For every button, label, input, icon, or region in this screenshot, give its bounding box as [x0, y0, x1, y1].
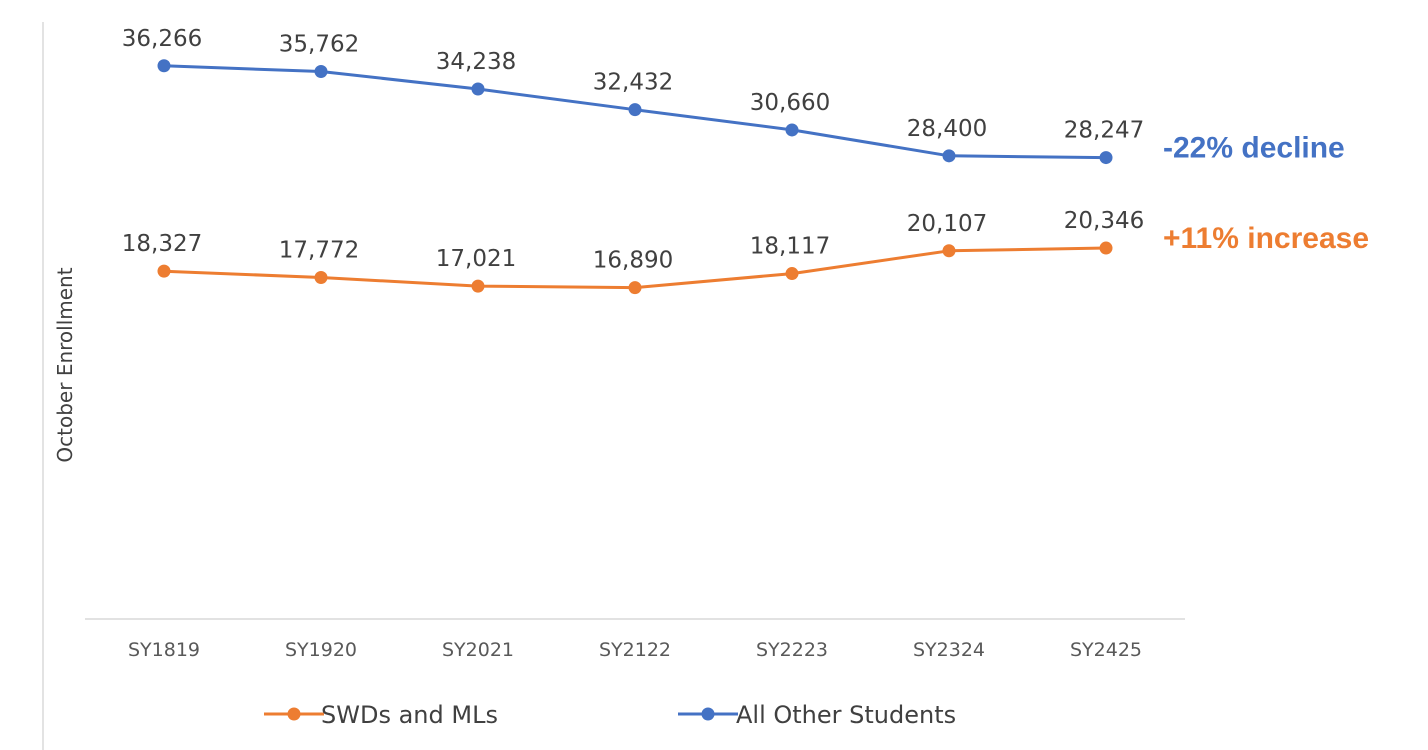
data-label-all-other-students: 35,762 — [279, 32, 359, 58]
data-point-all-other-students — [1099, 151, 1113, 165]
x-tick-label: SY2324 — [913, 639, 985, 661]
annotation-swds-and-mls: +11% increase — [1163, 222, 1369, 255]
data-label-swds-and-mls: 18,327 — [122, 231, 202, 257]
data-label-swds-and-mls: 16,890 — [593, 248, 673, 274]
data-point-swds-and-mls — [471, 279, 485, 293]
data-point-all-other-students — [628, 103, 642, 117]
x-tick-labels: SY1819 SY1920 SY2021 SY2122 SY2223 SY2324 SY24… — [128, 639, 1142, 661]
data-point-swds-and-mls — [785, 267, 799, 281]
legend-item-all-other: All Other Students — [678, 701, 956, 729]
data-label-swds-and-mls: 20,107 — [907, 211, 987, 237]
x-tick-label: SY2122 — [599, 639, 671, 661]
x-tick-label: SY1819 — [128, 639, 200, 661]
data-label-swds-and-mls: 17,021 — [436, 246, 516, 272]
data-label-all-other-students: 36,266 — [122, 26, 202, 52]
data-point-all-other-students — [471, 82, 485, 96]
data-point-swds-and-mls — [942, 244, 956, 258]
data-point-all-other-students — [157, 59, 171, 73]
legend-label-all-other: All Other Students — [736, 701, 956, 729]
data-label-all-other-students: 28,247 — [1064, 118, 1144, 144]
data-point-all-other-students — [942, 149, 956, 163]
x-tick-label: SY2021 — [442, 639, 514, 661]
x-tick-label: SY2425 — [1070, 639, 1142, 661]
data-point-swds-and-mls — [314, 271, 328, 285]
data-point-swds-and-mls — [1099, 241, 1113, 255]
legend-marker-all-other — [701, 707, 715, 721]
data-label-all-other-students: 28,400 — [907, 116, 987, 142]
data-point-all-other-students — [785, 123, 799, 137]
data-label-swds-and-mls: 18,117 — [750, 234, 830, 260]
data-label-all-other-students: 34,238 — [436, 49, 516, 75]
annotation-all-other-students: -22% decline — [1163, 132, 1345, 165]
legend-item-swds: SWDs and MLs — [264, 701, 498, 729]
legend: SWDs and MLs All Other Students — [264, 701, 956, 729]
annotations: -22% decline +11% increase — [1163, 132, 1369, 255]
x-tick-label: SY1920 — [285, 639, 357, 661]
series-layer: 18,327 17,772 17,021 16,890 18,117 20,107 20,3… — [122, 26, 1144, 295]
data-point-all-other-students — [314, 65, 328, 79]
y-axis-title: October Enrollment — [53, 267, 77, 462]
data-label-all-other-students: 32,432 — [593, 70, 673, 96]
legend-label-swds: SWDs and MLs — [321, 701, 498, 729]
data-point-swds-and-mls — [628, 281, 642, 295]
data-label-all-other-students: 30,660 — [750, 90, 830, 116]
data-label-swds-and-mls: 20,346 — [1064, 208, 1144, 234]
data-label-swds-and-mls: 17,772 — [279, 238, 359, 264]
legend-marker-swds — [287, 707, 301, 721]
data-point-swds-and-mls — [157, 264, 171, 278]
x-tick-label: SY2223 — [756, 639, 828, 661]
